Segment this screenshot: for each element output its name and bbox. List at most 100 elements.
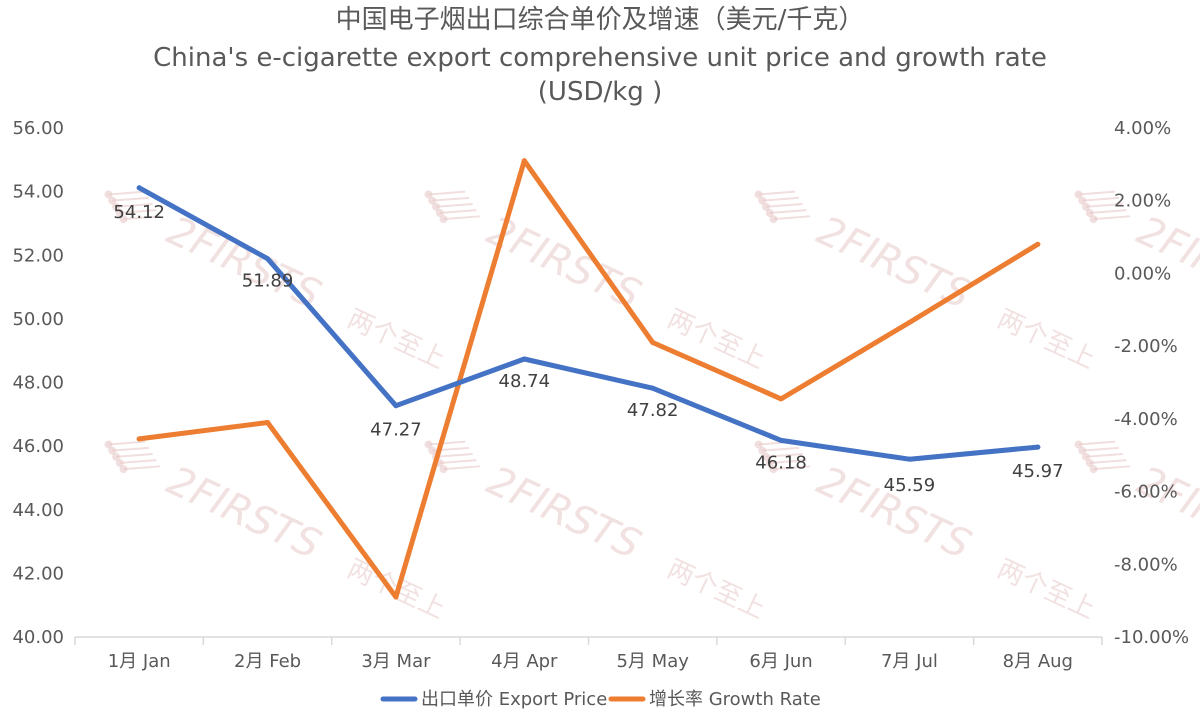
watermark-dot	[119, 465, 128, 474]
watermark-brand: 2FIRSTS	[1130, 458, 1200, 569]
axes-layer: 1月 Jan 2月 Feb 3月 Mar 4月 Apr 5月 May 6月 Jun 7月 J…	[12, 118, 1189, 672]
watermark-stroke	[443, 465, 481, 471]
watermark-stroke	[115, 452, 153, 458]
watermark-cn: 两个至上	[663, 304, 770, 375]
watermark-stroke	[1082, 446, 1119, 452]
watermark-stroke	[435, 202, 473, 208]
y-left-tick-label: 42.00	[12, 563, 64, 584]
watermark-dot	[428, 446, 437, 455]
watermark-dot	[762, 202, 771, 211]
point-growth-rate	[393, 594, 399, 600]
y-right-tick-label: -4.00%	[1114, 409, 1178, 430]
title-line-en: China's e-cigarette export comprehensive…	[153, 43, 1047, 73]
watermark-stroke	[1089, 209, 1127, 214]
y-right-tick-label: 4.00%	[1114, 118, 1171, 139]
watermark-cn: 两个至上	[993, 554, 1100, 625]
watermark-brand: 2FIRSTS	[160, 458, 327, 569]
title-line-unit: (USD/kg )	[538, 77, 662, 107]
watermark-stroke	[119, 459, 157, 464]
y-left-tick-label: 46.00	[12, 436, 64, 457]
watermark-cn: 两个至上	[663, 554, 770, 625]
x-tick-label: 4月 Apr	[491, 651, 558, 672]
x-tick-label: 5月 May	[616, 651, 689, 672]
watermark-stroke	[769, 209, 807, 214]
y-left-tick-label: 50.00	[12, 309, 64, 330]
y-right-tick-label: -6.00%	[1114, 482, 1178, 503]
watermark-dot	[1078, 446, 1087, 455]
data-labels-layer: 54.12 51.89 47.27 48.74 47.82 46.18 45.59 45.97	[113, 202, 1063, 496]
y-left-tick-label: 54.00	[12, 182, 64, 203]
watermark-stroke	[123, 215, 161, 221]
watermark-dot	[104, 440, 113, 449]
y-left-tick-label: 48.00	[12, 373, 64, 394]
watermark-stroke	[112, 446, 149, 452]
point-export-price	[521, 356, 527, 362]
x-tick-label: 3月 Mar	[361, 651, 431, 672]
point-growth-rate	[265, 419, 271, 425]
point-export-price	[393, 403, 399, 409]
watermark-dot	[769, 465, 778, 474]
point-growth-rate	[1035, 241, 1041, 247]
series-line-export-price	[136, 185, 1041, 462]
watermark-stroke	[439, 209, 477, 214]
watermark-dot	[765, 458, 774, 467]
point-export-price	[778, 437, 784, 443]
point-growth-rate	[778, 396, 784, 402]
watermark-brand: 2FIRSTS	[810, 208, 977, 319]
watermark-stroke	[762, 196, 799, 202]
watermark-stroke	[123, 465, 161, 471]
watermark-stroke	[108, 190, 146, 196]
watermark-stroke	[432, 196, 469, 202]
watermark-dot	[439, 215, 448, 224]
watermark-dot	[104, 190, 113, 199]
point-growth-rate	[136, 436, 142, 442]
x-tick-label: 7月 Jul	[881, 651, 938, 672]
point-growth-rate	[906, 320, 912, 326]
watermark-stroke	[758, 190, 796, 196]
point-export-price	[650, 385, 656, 391]
watermark-stroke	[428, 440, 466, 446]
watermark-dot	[115, 458, 124, 467]
data-label-export-price: 47.82	[627, 400, 679, 421]
watermark-stroke	[1085, 202, 1123, 208]
data-label-export-price: 51.89	[242, 271, 294, 292]
y-right-tick-label: -10.00%	[1114, 627, 1189, 648]
watermark-stroke	[112, 196, 149, 202]
series-line-growth-rate	[136, 158, 1041, 600]
series-layer	[136, 158, 1041, 600]
point-export-price	[265, 256, 271, 262]
title-line-cn: 中国电子烟出口综合单价及增速（美元/千克）	[336, 5, 865, 35]
watermark-dot	[424, 440, 433, 449]
watermark-dot	[1078, 196, 1087, 205]
data-label-export-price: 45.59	[884, 475, 936, 496]
watermark-dot	[758, 446, 767, 455]
watermark-brand: 2FIRSTS	[480, 458, 647, 569]
watermark-dot	[758, 196, 767, 205]
watermark-stroke	[439, 459, 477, 464]
y-right-tick-label: -8.00%	[1114, 554, 1178, 575]
watermark-stroke	[1089, 459, 1127, 464]
watermark-stroke	[443, 215, 481, 221]
watermark-stroke	[765, 452, 803, 458]
y-right-tick-label: 2.00%	[1114, 191, 1171, 212]
chart-title: 中国电子烟出口综合单价及增速（美元/千克） China's e-cigarett…	[153, 5, 1047, 107]
watermark-dot	[1085, 208, 1094, 217]
y-left-tick-label: 44.00	[12, 500, 64, 521]
watermark-stroke	[769, 459, 807, 464]
watermark-dot	[1089, 215, 1098, 224]
watermark-cn: 两个至上	[993, 304, 1100, 375]
data-label-export-price: 54.12	[113, 202, 165, 223]
watermark-dot	[428, 196, 437, 205]
watermark-stroke	[1082, 196, 1119, 202]
watermark-dot	[115, 208, 124, 217]
point-growth-rate	[650, 340, 656, 346]
watermark-dot	[762, 452, 771, 461]
watermark-dot	[1089, 465, 1098, 474]
watermark-stroke	[1085, 452, 1123, 458]
watermark-dot	[1074, 190, 1083, 199]
watermark-dot	[1082, 202, 1091, 211]
point-export-price	[906, 456, 912, 462]
watermark-stroke	[1078, 190, 1116, 196]
